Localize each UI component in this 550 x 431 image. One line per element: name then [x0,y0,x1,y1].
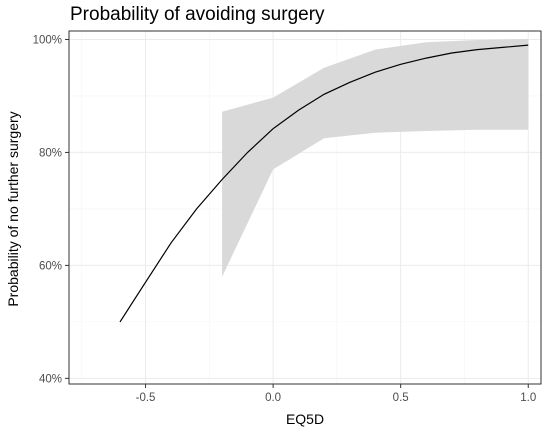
series-line [119,44,529,323]
y-axis-ticks: 40% 60% 80% 100% [33,34,69,385]
plot-panel-border [68,30,542,385]
y-tick-label: 80% [39,147,62,159]
x-tick-label: 0.0 [265,392,281,404]
x-tick-label: 0.5 [393,392,409,404]
x-axis-title: EQ5D [286,411,324,427]
y-tick-label: 40% [39,373,62,385]
x-tick-label: -0.5 [136,392,156,404]
x-axis-ticks: -0.5 0.0 0.5 1.0 [136,384,536,404]
y-tick-label: 60% [39,260,62,272]
confidence-band [222,38,529,277]
grid [69,31,541,384]
y-tick-label: 100% [33,34,62,46]
x-tick-label: 1.0 [520,392,536,404]
y-axis-title: Probability of no further surgery [5,111,21,306]
chart-title: Probability of avoiding surgery [70,4,325,25]
